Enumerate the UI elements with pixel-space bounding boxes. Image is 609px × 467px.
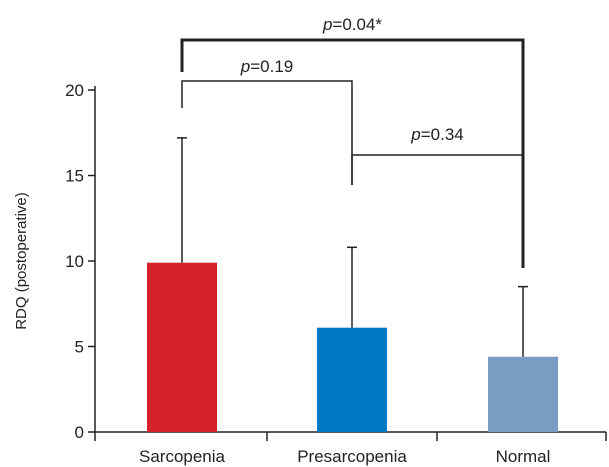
significance-label-2: p=0.34 xyxy=(410,125,463,144)
y-axis-label: RDQ (postoperative) xyxy=(13,192,30,330)
y-tick-label-5: 5 xyxy=(75,338,84,357)
bar-sarcopenia xyxy=(147,262,217,432)
y-tick-label-10: 10 xyxy=(65,252,84,271)
p-value: =0.34 xyxy=(421,125,464,144)
y-tick-label-20: 20 xyxy=(65,81,84,100)
significance-bracket-1 xyxy=(181,80,353,185)
bar-presarcopenia xyxy=(317,327,387,432)
p-symbol: p xyxy=(240,57,250,76)
category-label-normal: Normal xyxy=(496,447,551,466)
y-tick-label-0: 0 xyxy=(75,423,84,442)
y-tick-label-15: 15 xyxy=(65,167,84,186)
p-symbol: p xyxy=(322,15,332,34)
significance-bracket-2 xyxy=(351,154,523,185)
significance-brackets: p=0.19p=0.34p=0.04* xyxy=(180,15,525,268)
labels: RDQ (postoperative) Sarcopenia Presarcopen… xyxy=(13,192,550,466)
bar-normal xyxy=(488,356,558,432)
category-label-sarcopenia: Sarcopenia xyxy=(139,447,226,466)
significance-label-1: p=0.19 xyxy=(240,57,293,76)
category-label-presarcopenia: Presarcopenia xyxy=(297,447,407,466)
bars xyxy=(147,137,558,432)
p-symbol: p xyxy=(410,125,420,144)
significance-bracket-3 xyxy=(180,38,525,268)
p-value: =0.04* xyxy=(332,15,382,34)
significance-label-3: p=0.04* xyxy=(322,15,382,34)
p-value: =0.19 xyxy=(250,57,293,76)
